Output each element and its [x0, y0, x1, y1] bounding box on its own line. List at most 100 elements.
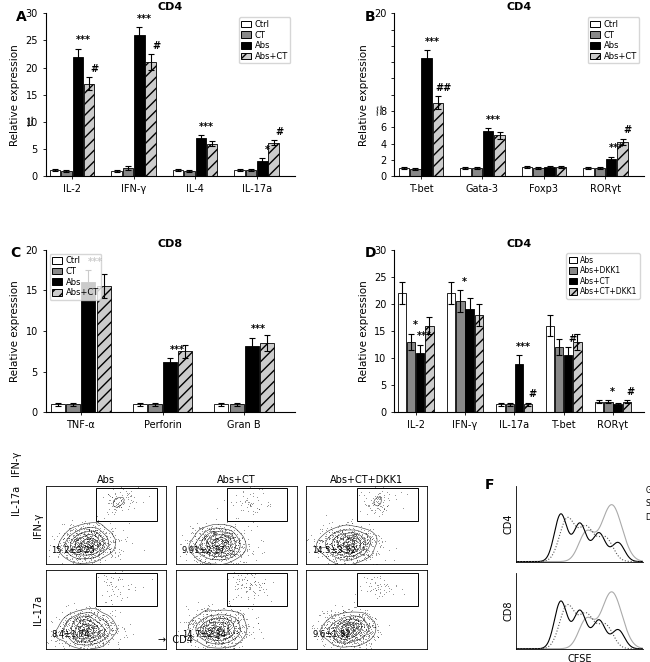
Point — [322, 543, 332, 553]
Point — [343, 538, 353, 549]
Point — [77, 619, 88, 630]
Point — [77, 634, 88, 644]
Point — [77, 516, 87, 527]
Point — [233, 631, 243, 641]
Point — [107, 606, 118, 616]
Point — [341, 618, 351, 629]
Point — [350, 623, 361, 634]
Point — [109, 496, 120, 506]
Point — [87, 538, 98, 549]
Point — [315, 535, 325, 545]
Point — [62, 626, 72, 637]
Point — [77, 614, 88, 624]
Point — [131, 497, 141, 508]
Point — [318, 630, 328, 641]
Point — [77, 556, 88, 567]
Point — [101, 636, 111, 646]
Point — [81, 550, 91, 561]
Point — [222, 626, 232, 636]
Point — [199, 632, 209, 642]
Point — [103, 540, 114, 550]
Point — [92, 528, 102, 539]
Point — [331, 526, 341, 536]
Point — [367, 534, 377, 544]
Point — [323, 557, 333, 568]
Point — [333, 564, 343, 575]
Point — [338, 552, 348, 563]
Point — [223, 639, 233, 649]
Point — [212, 536, 222, 547]
Point — [347, 533, 358, 544]
Point — [87, 540, 98, 550]
Point — [363, 626, 373, 636]
Point — [196, 535, 207, 545]
Point — [201, 618, 211, 629]
Point — [348, 629, 359, 639]
Point — [343, 532, 353, 542]
Point — [351, 541, 361, 551]
Point — [185, 636, 196, 647]
Point — [191, 540, 202, 550]
Point — [232, 543, 242, 553]
Point — [226, 620, 236, 630]
Point — [201, 638, 211, 648]
Point — [338, 532, 348, 543]
Point — [226, 551, 236, 562]
Point — [76, 528, 86, 538]
Point — [86, 526, 96, 537]
Point — [332, 618, 342, 628]
Point — [361, 577, 371, 587]
Point — [207, 541, 217, 551]
Point — [83, 634, 94, 645]
Point — [237, 610, 248, 620]
Point — [58, 534, 68, 545]
Point — [338, 544, 348, 554]
Point — [349, 620, 359, 630]
Point — [64, 520, 75, 530]
Point — [211, 545, 221, 555]
Point — [356, 544, 366, 554]
Point — [348, 611, 358, 622]
Point — [60, 544, 71, 555]
Point — [344, 532, 355, 542]
Point — [85, 630, 96, 640]
Point — [79, 629, 89, 639]
Point — [223, 540, 233, 551]
Point — [104, 516, 114, 526]
Point — [70, 640, 80, 651]
Point — [358, 614, 368, 625]
Point — [54, 549, 64, 559]
Point — [200, 534, 210, 544]
Bar — [425, 326, 434, 412]
Point — [265, 499, 276, 510]
Point — [95, 640, 105, 651]
Point — [361, 528, 371, 539]
Point — [334, 551, 345, 562]
Point — [223, 642, 233, 653]
Point — [350, 612, 360, 622]
Point — [358, 629, 368, 639]
Point — [326, 524, 336, 534]
Point — [95, 629, 105, 639]
Point — [362, 622, 372, 632]
Point — [359, 544, 369, 555]
Point — [74, 630, 85, 641]
Point — [48, 630, 58, 640]
Point — [208, 544, 218, 554]
Point — [239, 608, 249, 619]
Point — [179, 616, 189, 627]
Point — [200, 630, 210, 640]
Point — [340, 551, 350, 561]
Point — [372, 579, 383, 590]
Point — [82, 612, 92, 623]
Point — [231, 626, 242, 636]
Point — [197, 632, 207, 643]
Point — [315, 542, 326, 553]
Point — [341, 545, 351, 555]
Point — [202, 628, 212, 638]
Point — [99, 618, 109, 628]
Point — [224, 624, 235, 635]
Point — [201, 567, 211, 578]
Point — [207, 614, 217, 624]
Point — [78, 618, 88, 629]
